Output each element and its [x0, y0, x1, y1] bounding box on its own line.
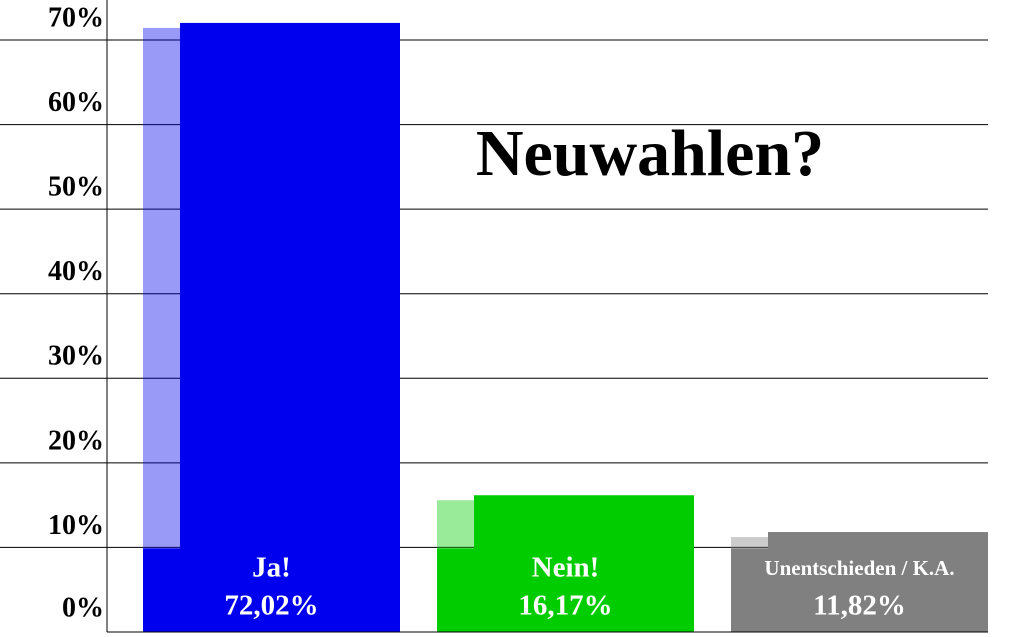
- value-label: 72,02%: [224, 590, 318, 622]
- grid: [0, 39, 988, 548]
- chart-title: Neuwahlen?: [476, 117, 824, 190]
- bar-base: [731, 548, 988, 632]
- category-label: Ja!: [252, 552, 291, 584]
- bars: [143, 22, 988, 633]
- value-label: 16,17%: [518, 590, 612, 622]
- bar-base: [437, 548, 694, 632]
- y-tick-label: 40%: [48, 256, 104, 287]
- bar-shadow: [143, 27, 180, 633]
- labels: 0% 10% 20% 30% 40% 50% 60% 70% Ja! 72,02% Nein! 16,…: [48, 2, 955, 623]
- bar: [180, 22, 400, 633]
- category-label: Unentschieden / K.A.: [764, 556, 954, 580]
- y-tick-label: 0%: [62, 592, 104, 623]
- category-label: Nein!: [532, 552, 600, 584]
- value-label: 11,82%: [813, 590, 906, 622]
- y-tick-label: 10%: [48, 510, 104, 541]
- y-tick-label: 30%: [48, 341, 104, 372]
- bar-base: [143, 548, 400, 632]
- y-tick-label: 50%: [48, 172, 104, 203]
- y-tick-label: 20%: [48, 425, 104, 456]
- y-tick-label: 70%: [48, 2, 104, 33]
- y-tick-label: 60%: [48, 87, 104, 118]
